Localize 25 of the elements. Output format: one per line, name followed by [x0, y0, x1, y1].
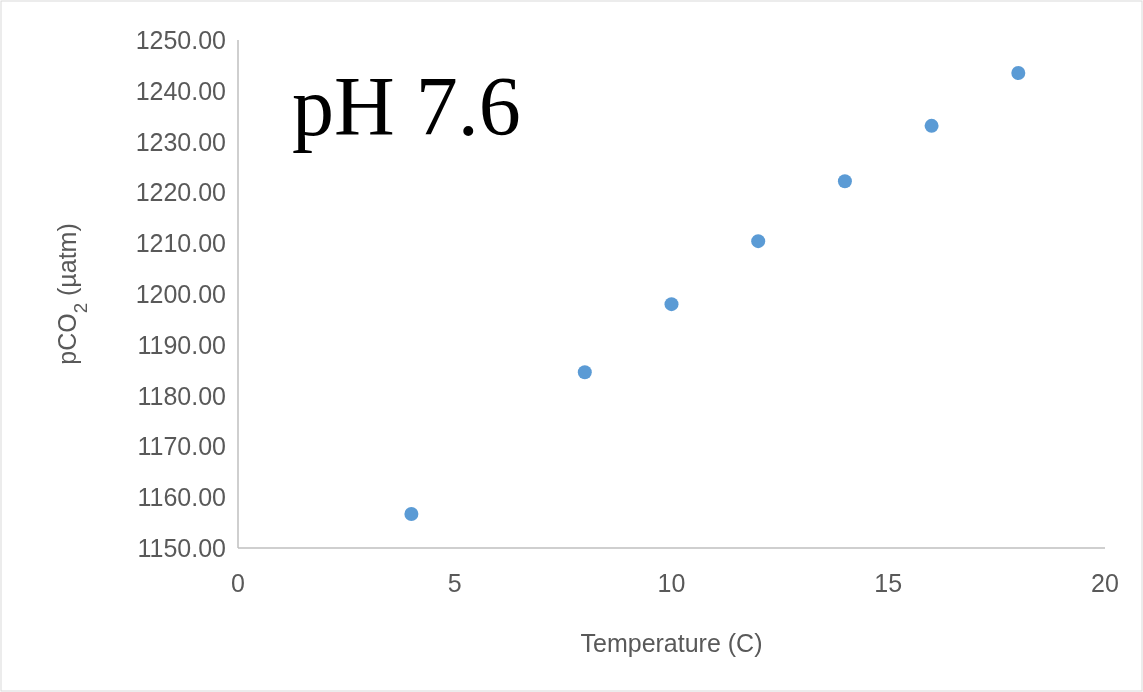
y-tick-label: 1190.00	[137, 330, 226, 359]
point	[664, 297, 679, 312]
y-tick-label: 1150.00	[137, 534, 226, 562]
point	[924, 118, 939, 133]
point	[1011, 66, 1026, 81]
y-tick-label: 1160.00	[137, 483, 226, 512]
y-tick-label: 1210.00	[135, 229, 226, 258]
y-tick-label: 1220.00	[135, 178, 226, 207]
y-tick-label: 1200.00	[135, 280, 226, 308]
x-tick-label: 10	[657, 569, 686, 597]
x-tick-label: 5	[447, 569, 462, 597]
point	[751, 234, 766, 249]
point	[837, 174, 852, 189]
point	[577, 365, 592, 380]
x-tick-label: 15	[874, 569, 903, 597]
point	[404, 506, 419, 521]
y-tick-label: 1170.00	[137, 432, 226, 461]
y-tick-label: 1240.00	[135, 76, 226, 105]
x-tick-label: 20	[1091, 569, 1119, 597]
y-tick-label: 1180.00	[137, 381, 226, 410]
x-axis-title: Temperature (C)	[580, 629, 763, 657]
y-tick-label: 1250.00	[135, 26, 226, 54]
chart-title: pH 7.6	[292, 60, 521, 153]
y-tick-label: 1230.00	[135, 127, 226, 156]
x-tick-label: 0	[231, 569, 245, 597]
